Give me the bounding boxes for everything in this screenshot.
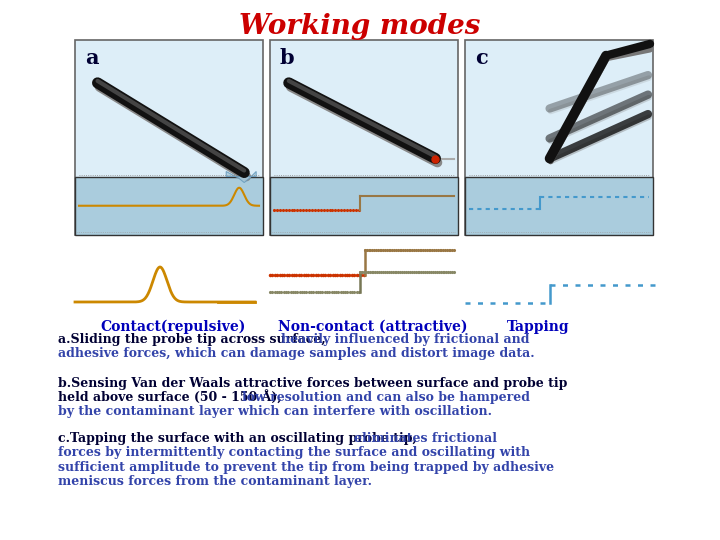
Text: heavily influenced by frictional and: heavily influenced by frictional and [282,333,530,346]
Text: by the contaminant layer which can interfere with oscillation.: by the contaminant layer which can inter… [58,406,492,419]
Text: Working modes: Working modes [239,13,481,40]
Polygon shape [226,172,256,183]
Text: a: a [85,48,99,68]
Text: eliminates frictional: eliminates frictional [354,431,497,444]
Text: b: b [280,48,294,68]
Text: held above surface (50 - 150 Å),: held above surface (50 - 150 Å), [58,391,286,405]
Text: meniscus forces from the contaminant layer.: meniscus forces from the contaminant lay… [58,475,372,488]
Text: Contact(repulsive): Contact(repulsive) [100,320,246,334]
Text: Non-contact (attractive): Non-contact (attractive) [278,320,467,334]
Bar [465,40,653,235]
Text: low resolution and can also be hampered: low resolution and can also be hampered [242,391,530,404]
Text: sufficient amplitude to prevent the tip from being trapped by adhesive: sufficient amplitude to prevent the tip … [58,461,554,474]
Bar [75,40,263,235]
Text: b.Sensing Van der Waals attractive forces between surface and probe tip: b.Sensing Van der Waals attractive force… [58,376,567,389]
Bar [75,177,263,235]
Text: c.Tapping the surface with an oscillating probe tip,: c.Tapping the surface with an oscillatin… [58,431,421,444]
Text: adhesive forces, which can damage samples and distort image data.: adhesive forces, which can damage sample… [58,348,535,361]
Bar [465,177,653,235]
Bar [270,40,458,235]
Text: forces by intermittently contacting the surface and oscillating with: forces by intermittently contacting the … [58,446,530,459]
Text: Tapping: Tapping [507,320,570,334]
Text: a.Sliding the probe tip across surface,: a.Sliding the probe tip across surface, [58,333,330,346]
Text: c: c [475,48,487,68]
Bar [270,177,458,235]
